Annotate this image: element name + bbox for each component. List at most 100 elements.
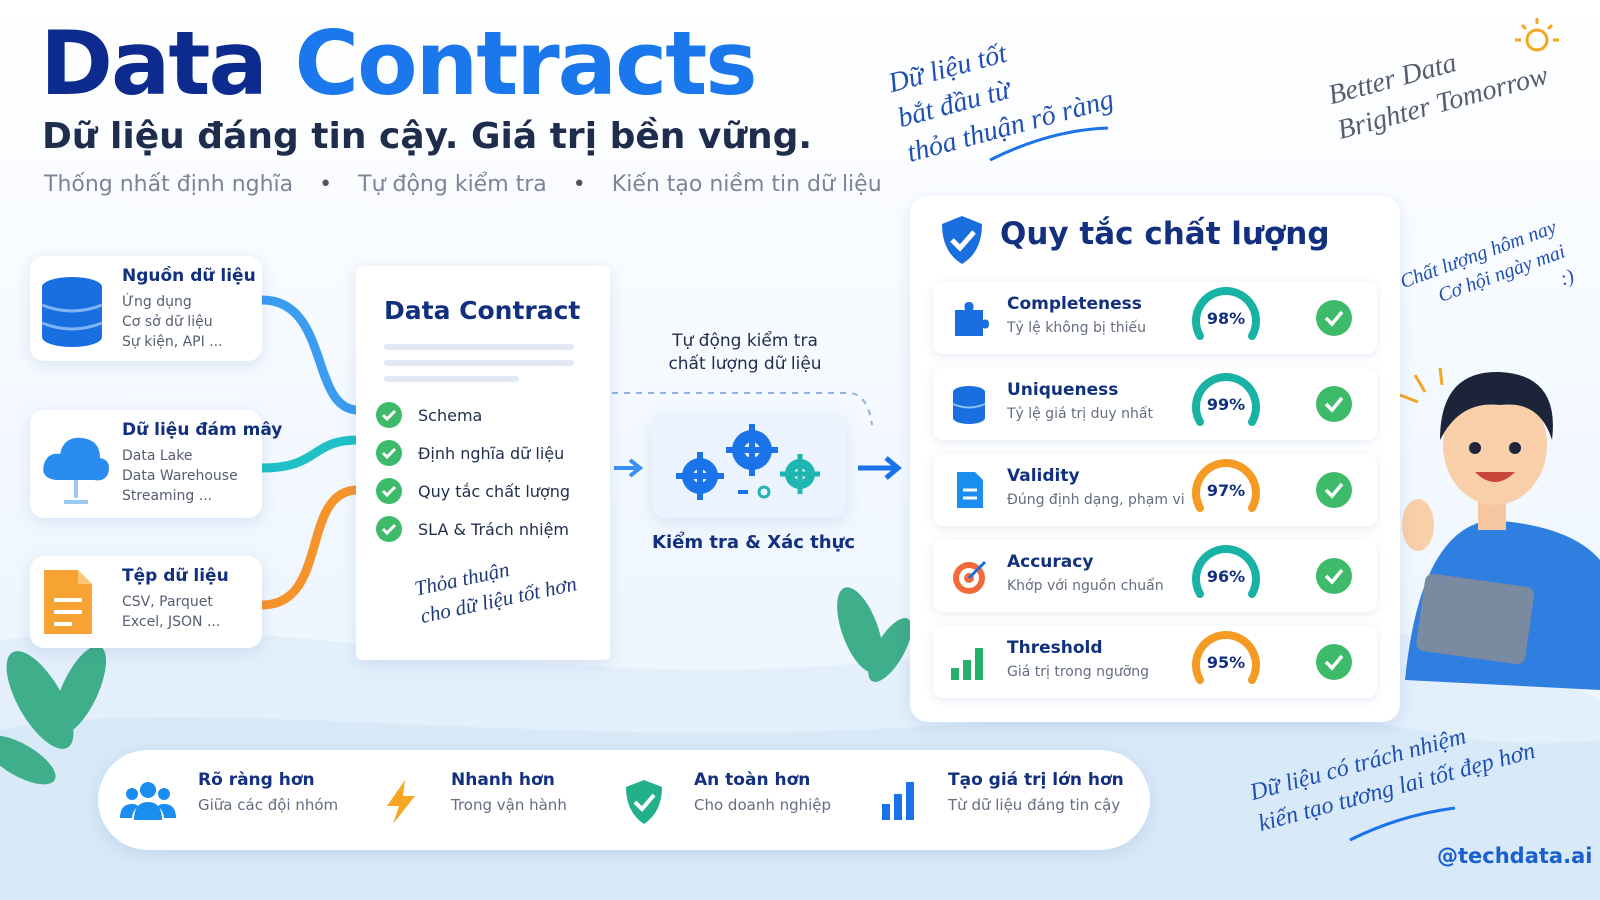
rule-desc: Khớp với nguồn chuẩn — [1007, 578, 1164, 594]
benefit-desc: Giữa các đội nhóm — [198, 796, 339, 814]
source-card: Nguồn dữ liệu Ứng dụng Cơ sở dữ liệu Sự kiệ… — [30, 256, 262, 361]
bullet: • — [572, 172, 586, 197]
check-item: Định nghĩa dữ liệu — [376, 440, 564, 466]
character — [1399, 367, 1600, 690]
rule-desc: Tỷ lệ không bị thiếu — [1007, 320, 1146, 336]
rule-row: Threshold Giá trị trong ngưỡng 95% — [933, 626, 1377, 698]
subtitle: Dữ liệu đáng tin cậy. Giá trị bền vững. — [42, 116, 813, 157]
benefit-icon — [120, 778, 176, 826]
check-label: Định nghĩa dữ liệu — [418, 443, 565, 463]
source-card: Dữ liệu đám mây Data Lake Data Warehouse St… — [30, 410, 282, 518]
tagline: Tự động kiểm tra — [358, 172, 547, 197]
rule-name: Uniqueness — [1007, 380, 1119, 400]
rule-icon — [949, 298, 989, 342]
source-item: Ứng dụng — [122, 294, 192, 310]
caption-line: Tự động kiểm tra — [672, 331, 818, 351]
check-icon — [376, 402, 402, 428]
rule-row: Accuracy Khớp với nguồn chuẩn 96% — [933, 540, 1377, 612]
rule-row: Validity Đúng định dạng, phạm vi 97% — [933, 454, 1377, 526]
tagline: Thống nhất định nghĩa — [44, 172, 294, 197]
rule-check — [1316, 558, 1352, 598]
rule-score: 97% — [1206, 481, 1246, 500]
check-icon — [376, 440, 402, 466]
text-line — [384, 376, 519, 382]
rule-check — [1316, 386, 1352, 426]
benefits-bar: Rõ ràng hơn Giữa các đội nhóm Nhanh hơn Tro… — [98, 750, 1150, 850]
tagline: Kiến tạo niềm tin dữ liệu — [611, 172, 882, 197]
check-item: Schema — [376, 402, 482, 428]
handle: @techdata.ai — [1437, 844, 1593, 868]
source-icon — [40, 566, 96, 642]
source-title: Dữ liệu đám mây — [122, 420, 283, 440]
validation-caption: Tự động kiểm tra chất lượng dữ liệu — [660, 330, 830, 376]
check-icon — [376, 516, 402, 542]
check-item: SLA & Trách nhiệm — [376, 516, 569, 542]
contract-title: Data Contract — [384, 296, 581, 325]
benefit-icon — [616, 778, 672, 830]
source-card: Tệp dữ liệu CSV, Parquet Excel, JSON ... — [30, 556, 262, 648]
rule-name: Validity — [1007, 466, 1080, 486]
source-icon — [40, 428, 112, 512]
title: Data Contracts — [40, 12, 758, 115]
check-label: Quy tắc chất lượng — [418, 481, 571, 501]
title-part: Contracts — [294, 12, 758, 115]
source-title: Nguồn dữ liệu — [122, 266, 256, 286]
source-item: Data Lake — [122, 448, 193, 464]
rule-score: 99% — [1206, 395, 1246, 414]
rule-score: 96% — [1206, 567, 1246, 586]
shield-icon — [942, 216, 982, 264]
gauge: 95% — [1188, 630, 1264, 694]
check-label: Schema — [418, 405, 483, 425]
benefit-title: Tạo giá trị lớn hơn — [948, 770, 1124, 790]
rule-icon — [949, 642, 989, 686]
benefit-desc: Từ dữ liệu đáng tin cậy — [948, 796, 1121, 814]
rule-desc: Đúng định dạng, phạm vi — [1007, 492, 1185, 508]
quality-title: Quy tắc chất lượng — [1000, 216, 1330, 252]
rule-score: 95% — [1206, 653, 1246, 672]
rule-row: Completeness Tỷ lệ không bị thiếu 98% — [933, 282, 1377, 354]
rule-desc: Giá trị trong ngưỡng — [1007, 664, 1150, 680]
check-icon — [376, 478, 402, 504]
gears-icon — [676, 424, 820, 500]
rule-desc: Tỷ lệ giá trị duy nhất — [1007, 406, 1153, 422]
benefit-icon — [870, 778, 926, 826]
source-item: Data Warehouse — [122, 468, 238, 484]
gauge: 96% — [1188, 544, 1264, 608]
validation-label: Kiểm tra & Xác thực — [652, 532, 856, 553]
gauge: 99% — [1188, 372, 1264, 436]
benefit-title: An toàn hơn — [694, 770, 811, 790]
text-line — [384, 360, 574, 366]
bullet: • — [319, 172, 333, 197]
source-item: Streaming ... — [122, 488, 213, 504]
source-item: Cơ sở dữ liệu — [122, 314, 213, 330]
rule-name: Threshold — [1007, 638, 1103, 658]
check-item: Quy tắc chất lượng — [376, 478, 570, 504]
benefit-icon — [373, 778, 429, 830]
rule-check — [1316, 472, 1352, 512]
caption-line: chất lượng dữ liệu — [668, 354, 822, 374]
source-item: Excel, JSON ... — [122, 614, 221, 630]
rule-name: Completeness — [1007, 294, 1142, 314]
rule-check — [1316, 300, 1352, 340]
title-part: Data — [40, 12, 268, 115]
text-line — [384, 344, 574, 350]
benefit-desc: Trong vận hành — [451, 796, 567, 814]
source-text: Nguồn dữ liệu Ứng dụng Cơ sở dữ liệu Sự kiệ… — [122, 266, 256, 352]
rule-score: 98% — [1206, 309, 1246, 328]
source-text: Tệp dữ liệu CSV, Parquet Excel, JSON ... — [122, 566, 229, 632]
gauge: 97% — [1188, 458, 1264, 522]
benefit-desc: Cho doanh nghiệp — [694, 796, 832, 814]
taglines: Thống nhất định nghĩa • Tự động kiểm tra • K… — [44, 172, 882, 197]
contract-card: Data Contract Schema Định nghĩa dữ liệu Qu… — [356, 266, 610, 660]
rule-icon — [949, 384, 989, 428]
source-title: Tệp dữ liệu — [122, 566, 229, 586]
validation-box — [652, 414, 846, 518]
quality-panel: Quy tắc chất lượng Completeness Tỷ lệ khô… — [910, 196, 1400, 722]
rule-check — [1316, 644, 1352, 684]
source-item: Sự kiện, API ... — [122, 334, 223, 350]
rule-icon — [949, 470, 989, 514]
rule-icon — [949, 556, 989, 600]
gauge: 98% — [1188, 286, 1264, 350]
